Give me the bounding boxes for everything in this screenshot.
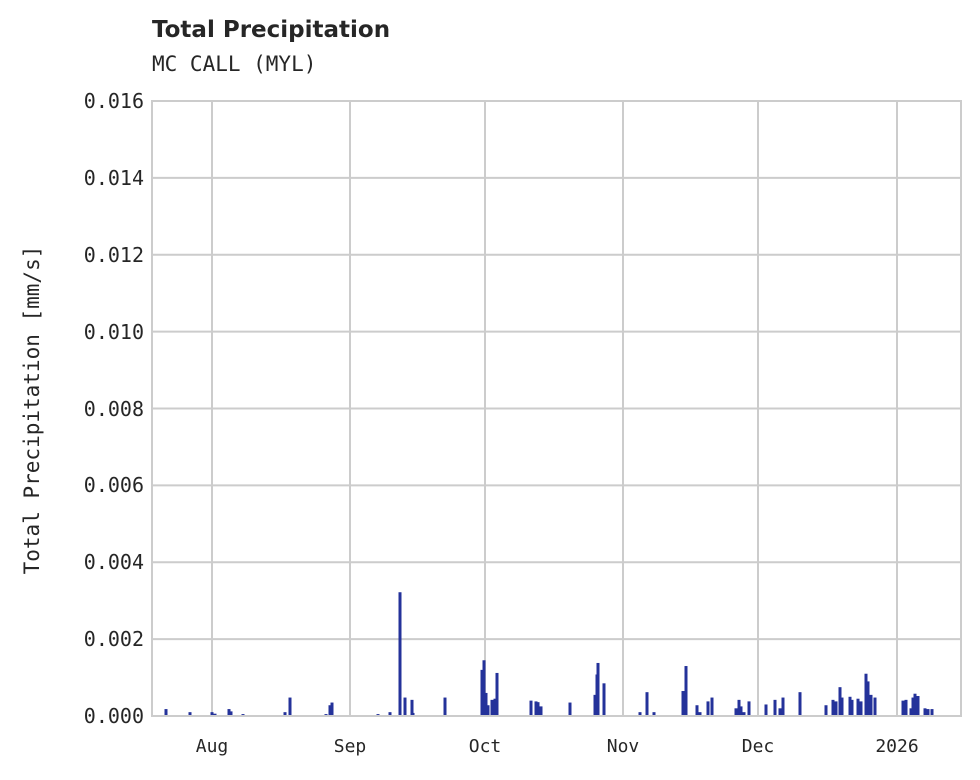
precipitation-bar bbox=[681, 691, 685, 716]
precipitation-bar bbox=[848, 696, 852, 716]
y-tick-label: 0.006 bbox=[83, 473, 144, 498]
precipitation-bar bbox=[747, 701, 751, 716]
precipitation-bar bbox=[742, 712, 746, 716]
x-tick-label: 2026 bbox=[875, 736, 919, 757]
precipitation-bar bbox=[482, 660, 486, 716]
precipitation-bar bbox=[901, 700, 905, 716]
precipitation-bar bbox=[764, 704, 768, 716]
precipitation-bar bbox=[866, 681, 870, 716]
precipitation-bar bbox=[486, 705, 490, 716]
precipitation-bar bbox=[698, 712, 702, 716]
chart-subtitle: MC CALL (MYL) bbox=[152, 52, 317, 76]
precipitation-bar bbox=[840, 697, 844, 716]
precipitation-bar bbox=[834, 701, 838, 716]
gridlines bbox=[152, 100, 961, 717]
precipitation-bar bbox=[210, 712, 214, 716]
y-tick-label: 0.016 bbox=[83, 89, 144, 113]
precipitation-bar bbox=[869, 694, 873, 716]
precipitation-bar bbox=[706, 701, 710, 716]
precipitation-bar bbox=[490, 699, 494, 716]
precipitation-bar bbox=[850, 699, 854, 716]
precipitation-bar bbox=[330, 702, 334, 716]
y-tick-label: 0.014 bbox=[83, 165, 144, 190]
precipitation-bar bbox=[838, 687, 842, 716]
precipitation-bar bbox=[798, 692, 802, 716]
precipitation-bar bbox=[831, 699, 835, 716]
y-tick-label: 0.002 bbox=[83, 627, 144, 652]
x-tick-label: Oct bbox=[468, 736, 502, 757]
precipitation-bar bbox=[652, 712, 656, 716]
precipitation-bar bbox=[568, 702, 572, 716]
precipitation-bar bbox=[710, 697, 714, 716]
y-tick-label: 0.004 bbox=[83, 550, 144, 575]
precipitation-bar bbox=[781, 697, 785, 716]
precipitation-bar bbox=[923, 708, 927, 716]
precipitation-bars bbox=[164, 592, 934, 716]
precipitation-bar bbox=[411, 712, 415, 716]
precipitation-bar bbox=[916, 696, 920, 716]
precipitation-bar bbox=[288, 697, 292, 716]
precipitation-bar bbox=[773, 699, 777, 716]
precipitation-bar bbox=[913, 693, 917, 716]
precipitation-bar bbox=[638, 712, 642, 716]
precipitation-bar bbox=[164, 709, 168, 716]
x-tick-label: Aug bbox=[195, 736, 229, 757]
precipitation-bar bbox=[734, 708, 738, 716]
precipitation-bar bbox=[213, 713, 217, 716]
precipitation-bar bbox=[493, 698, 497, 716]
precipitation-bar bbox=[593, 694, 597, 716]
x-tick-label: Sep bbox=[333, 736, 367, 757]
precipitation-bar bbox=[229, 711, 233, 716]
x-tick-label: Dec bbox=[741, 736, 775, 757]
precipitation-bar bbox=[539, 706, 543, 716]
precipitation-bar bbox=[536, 702, 540, 716]
precipitation-bar bbox=[909, 708, 913, 716]
precipitation-bar bbox=[778, 708, 782, 716]
precipitation-bar bbox=[930, 709, 934, 716]
y-tick-label: 0.012 bbox=[83, 242, 144, 267]
precipitation-bar bbox=[911, 697, 915, 716]
y-tick-label: 0.008 bbox=[83, 396, 144, 421]
precipitation-bar bbox=[859, 701, 863, 716]
plot-frame bbox=[151, 100, 962, 717]
precipitation-bar bbox=[328, 705, 332, 716]
precipitation-bar bbox=[398, 592, 402, 716]
precipitation-bar bbox=[534, 701, 538, 716]
precipitation-bar bbox=[645, 692, 649, 716]
precipitation-bar bbox=[227, 709, 231, 716]
chart-title: Total Precipitation bbox=[152, 17, 391, 43]
y-tick-label: 0.010 bbox=[83, 319, 144, 344]
precipitation-bar bbox=[443, 697, 447, 716]
precipitation-bar bbox=[684, 666, 688, 716]
precipitation-bar bbox=[596, 662, 600, 716]
precipitation-bar bbox=[403, 697, 407, 716]
y-tick-label: 0.000 bbox=[83, 704, 144, 728]
precipitation-bar bbox=[602, 683, 606, 716]
precipitation-bar bbox=[283, 712, 287, 716]
precipitation-bar bbox=[480, 669, 484, 716]
x-tick-label: Nov bbox=[606, 736, 640, 757]
precipitation-bar bbox=[484, 692, 488, 716]
precipitation-bar bbox=[739, 706, 743, 716]
precipitation-bar bbox=[824, 705, 828, 716]
precipitation-bar bbox=[410, 699, 414, 716]
precipitation-bar bbox=[856, 698, 860, 716]
precipitation-bar bbox=[529, 700, 533, 716]
precipitation-bar bbox=[188, 712, 192, 716]
precipitation-bar bbox=[864, 673, 868, 716]
precipitation-bar bbox=[873, 697, 877, 716]
precipitation-bar bbox=[926, 709, 930, 716]
precipitation-bar bbox=[904, 699, 908, 716]
precipitation-bar bbox=[388, 712, 392, 716]
precipitation-bar bbox=[495, 672, 499, 716]
precipitation-bar bbox=[695, 705, 699, 716]
precipitation-bar bbox=[737, 699, 741, 716]
